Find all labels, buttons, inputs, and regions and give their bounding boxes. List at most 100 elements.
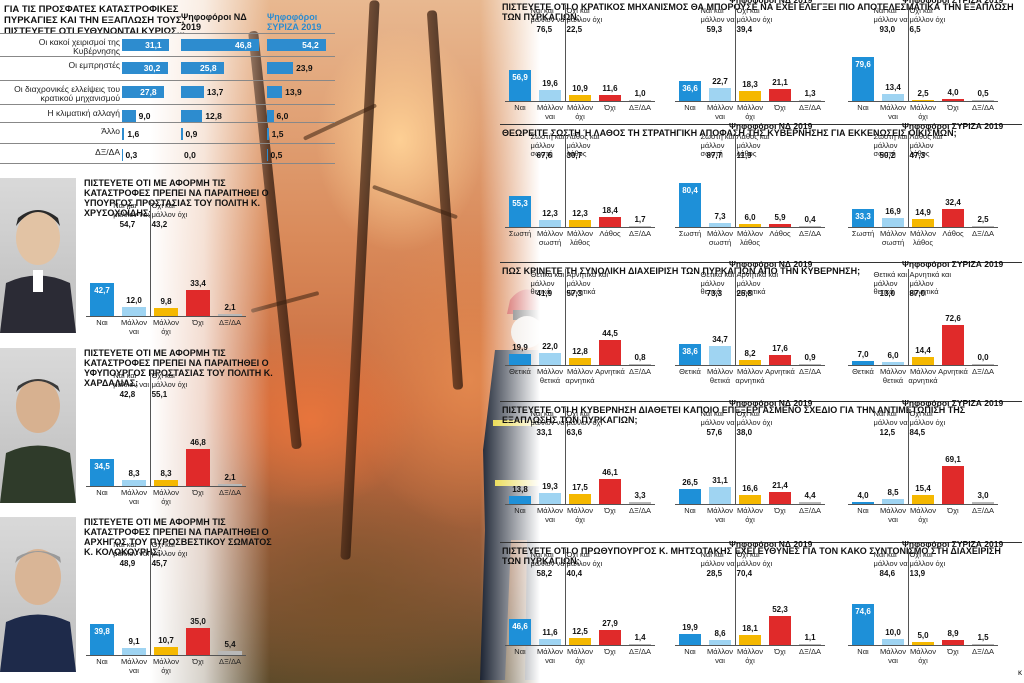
cause-bar-value: 12,8	[205, 111, 222, 121]
cause-label: Οι κακοί χειρισμοί της Κυβέρνησης	[38, 37, 120, 56]
panel-separator	[500, 542, 1022, 543]
no-group-label: Όχι και μάλλον όχι	[151, 201, 188, 219]
poll-category-label: Μάλλον ναι	[707, 103, 733, 121]
poll-bar-value: 1,4	[634, 633, 646, 642]
poll-bar-value: 26,5	[682, 478, 698, 488]
poll-bar	[218, 314, 242, 316]
poll-category-label: Μάλλον όχι	[910, 506, 936, 524]
poll-bar-value: 52,3	[772, 605, 788, 615]
bars-baseline	[675, 365, 825, 366]
no-group-label: Όχι και μάλλον όχι	[566, 6, 603, 24]
bars-baseline	[675, 645, 825, 646]
poll-bar	[122, 479, 146, 486]
yes-group-total: 76,5	[536, 25, 553, 34]
poll-bar-value: 21,1	[772, 78, 788, 88]
poll-bar-value: 2,5	[977, 214, 989, 224]
poll-category-label: ΔΞ/ΔΑ	[972, 103, 994, 112]
bars-baseline	[848, 504, 998, 505]
poll-bar-value: 33,4	[190, 278, 206, 288]
yes-group-label: Θετικά και μάλλον θετικά	[700, 270, 735, 296]
group-divider	[908, 549, 909, 645]
poll-bar	[769, 89, 791, 101]
yes-group-label: Σωστή και μάλλον σωστή	[700, 132, 735, 158]
poll-bar	[218, 484, 242, 486]
cause-bar	[181, 128, 183, 140]
no-group-total: 25,8	[736, 289, 753, 298]
poll-bar	[509, 496, 531, 504]
poll-category-label: Θετικά	[679, 367, 701, 376]
poll-bar	[569, 94, 591, 101]
panel-separator	[500, 262, 1022, 263]
poll-bar	[679, 80, 701, 101]
poll-bar	[509, 619, 531, 645]
resignation-question: ΠΙΣΤΕΥΕΤΕ ΟΤΙ ΜΕ ΑΦΟΡΜΗ ΤΙΣ ΚΑΤΑΣΤΡΟΦΕΣ …	[84, 178, 269, 218]
poll-bar	[154, 308, 178, 316]
poll-bar-value: 72,6	[945, 313, 961, 323]
poll-bar-value: 16,9	[885, 206, 901, 216]
yes-group-label: Ναι και μάλλον ναι	[113, 201, 149, 219]
poll-bar	[709, 222, 731, 227]
poll-category-label: ΔΞ/ΔΑ	[219, 657, 241, 666]
group-heading: Ψηφοφόροι ΣΥΡΙΖΑ 2019	[902, 398, 1004, 408]
poll-bar	[599, 340, 621, 365]
poll-category-label: Μάλλον όχι	[910, 103, 936, 121]
poll-category-label: Αρνητικά	[765, 367, 795, 376]
poll-category-label: Θετικά	[509, 367, 531, 376]
poll-category-label: Όχι	[604, 647, 616, 656]
cause-bar	[122, 62, 168, 74]
poll-category-label: Ναι	[96, 318, 108, 327]
cause-bar	[122, 128, 125, 140]
group-divider	[908, 5, 909, 101]
cause-bar	[267, 149, 268, 161]
cause-bar-value: 1,5	[271, 129, 284, 139]
poll-bar	[539, 90, 561, 101]
group-heading: Ψηφοφόροι ΝΔ 2019	[729, 259, 813, 269]
poll-bar	[882, 639, 904, 645]
group-divider	[908, 269, 909, 365]
poll-category-label: Όχι	[774, 506, 786, 515]
cause-bar-value: 46,8	[235, 40, 252, 50]
poll-category-label: Μάλλον σωστή	[537, 229, 563, 247]
poll-category-label: Σωστή	[678, 229, 702, 238]
poll-bar-value: 18,1	[742, 624, 758, 633]
group-heading: Ψηφοφόροι ΝΔ 2019	[729, 398, 813, 408]
causes-separator	[0, 33, 335, 34]
poll-category-label: Μάλλον ναι	[537, 506, 563, 524]
poll-category-label: Μάλλον ναι	[537, 103, 563, 121]
poll-bar	[852, 208, 874, 227]
cause-bar-value: 54,2	[302, 40, 319, 50]
poll-bar	[539, 493, 561, 504]
no-group-label: Λάθος και μάλλον λάθος	[566, 132, 600, 158]
poll-bar-value: 1,3	[804, 89, 816, 98]
poll-bar-value: 31,1	[712, 475, 728, 485]
poll-bar-value: 12,3	[542, 209, 558, 219]
poll-bar	[679, 634, 701, 645]
poll-bar	[569, 638, 591, 645]
poll-bar	[912, 357, 934, 365]
poll-question: ΘΕΩΡΕΙΤΕ ΣΩΣΤΗ Ή ΛΑΘΟΣ ΤΗ ΣΤΡΑΤΗΓΙΚΗ ΑΠΟ…	[502, 128, 957, 138]
poll-bar-value: 12,0	[126, 295, 142, 305]
poll-bar	[882, 499, 904, 504]
poll-category-label: ΔΞ/ΔΑ	[972, 647, 994, 656]
cause-bar-value: 6,0	[276, 111, 289, 121]
poll-category-label: Αρνητικά	[595, 367, 625, 376]
cause-bar	[267, 86, 283, 98]
poll-bar-value: 16,6	[742, 483, 758, 493]
portrait-kolokouris	[0, 517, 76, 672]
poll-bar	[942, 640, 964, 645]
yes-group-total: 54,7	[119, 220, 136, 229]
yes-group-total: 33,1	[536, 428, 553, 437]
poll-category-label: ΔΞ/ΔΑ	[799, 647, 821, 656]
poll-category-label: Όχι	[192, 488, 204, 497]
panel-separator	[500, 124, 1022, 125]
no-group-label: Όχι και μάλλον όχι	[736, 6, 773, 24]
poll-bar-value: 8,3	[160, 468, 172, 478]
poll-bar-value: 15,4	[915, 484, 931, 494]
poll-category-label: Μάλλον όχι	[567, 647, 593, 665]
poll-bar-value: 32,4	[945, 198, 961, 208]
cause-bar-value: 13,9	[285, 87, 302, 97]
poll-bar	[799, 644, 821, 645]
poll-bar-value: 12,8	[572, 346, 588, 356]
poll-bar-value: 10,7	[158, 635, 174, 645]
poll-bar-value: 7,3	[714, 211, 726, 221]
